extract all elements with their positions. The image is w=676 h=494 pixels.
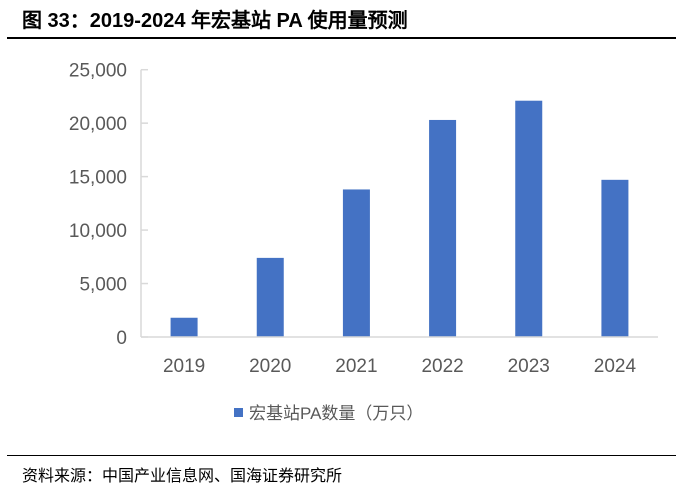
x-tick-label: 2023 — [508, 356, 550, 377]
x-tick-label: 2022 — [421, 356, 463, 377]
x-tick-label: 2020 — [249, 356, 291, 377]
bar-2023 — [515, 100, 543, 337]
bar-2022 — [429, 119, 457, 338]
figure-title: 图 33：2019-2024 年宏基站 PA 使用量预测 — [22, 10, 408, 32]
bar-2024 — [601, 179, 629, 337]
x-tick-label: 2024 — [594, 356, 637, 377]
x-tick-label: 2021 — [335, 356, 377, 377]
y-tick-label: 10,000 — [69, 221, 127, 242]
y-tick-label: 25,000 — [69, 61, 127, 82]
y-tick-label: 5,000 — [79, 275, 127, 296]
title-divider — [7, 37, 676, 39]
source-divider — [7, 455, 676, 456]
x-tick-label: 2019 — [163, 356, 205, 377]
y-tick-label: 0 — [116, 328, 127, 349]
legend-label: 宏基站PA数量（万只） — [249, 404, 423, 423]
y-tick-label: 15,000 — [69, 168, 127, 189]
source-note: 资料来源：中国产业信息网、国海证券研究所 — [22, 468, 343, 485]
bar-2021 — [342, 189, 370, 337]
legend-swatch — [234, 408, 243, 417]
bar-2019 — [170, 317, 198, 337]
bar-2020 — [256, 257, 284, 337]
y-tick-label: 20,000 — [69, 114, 127, 135]
